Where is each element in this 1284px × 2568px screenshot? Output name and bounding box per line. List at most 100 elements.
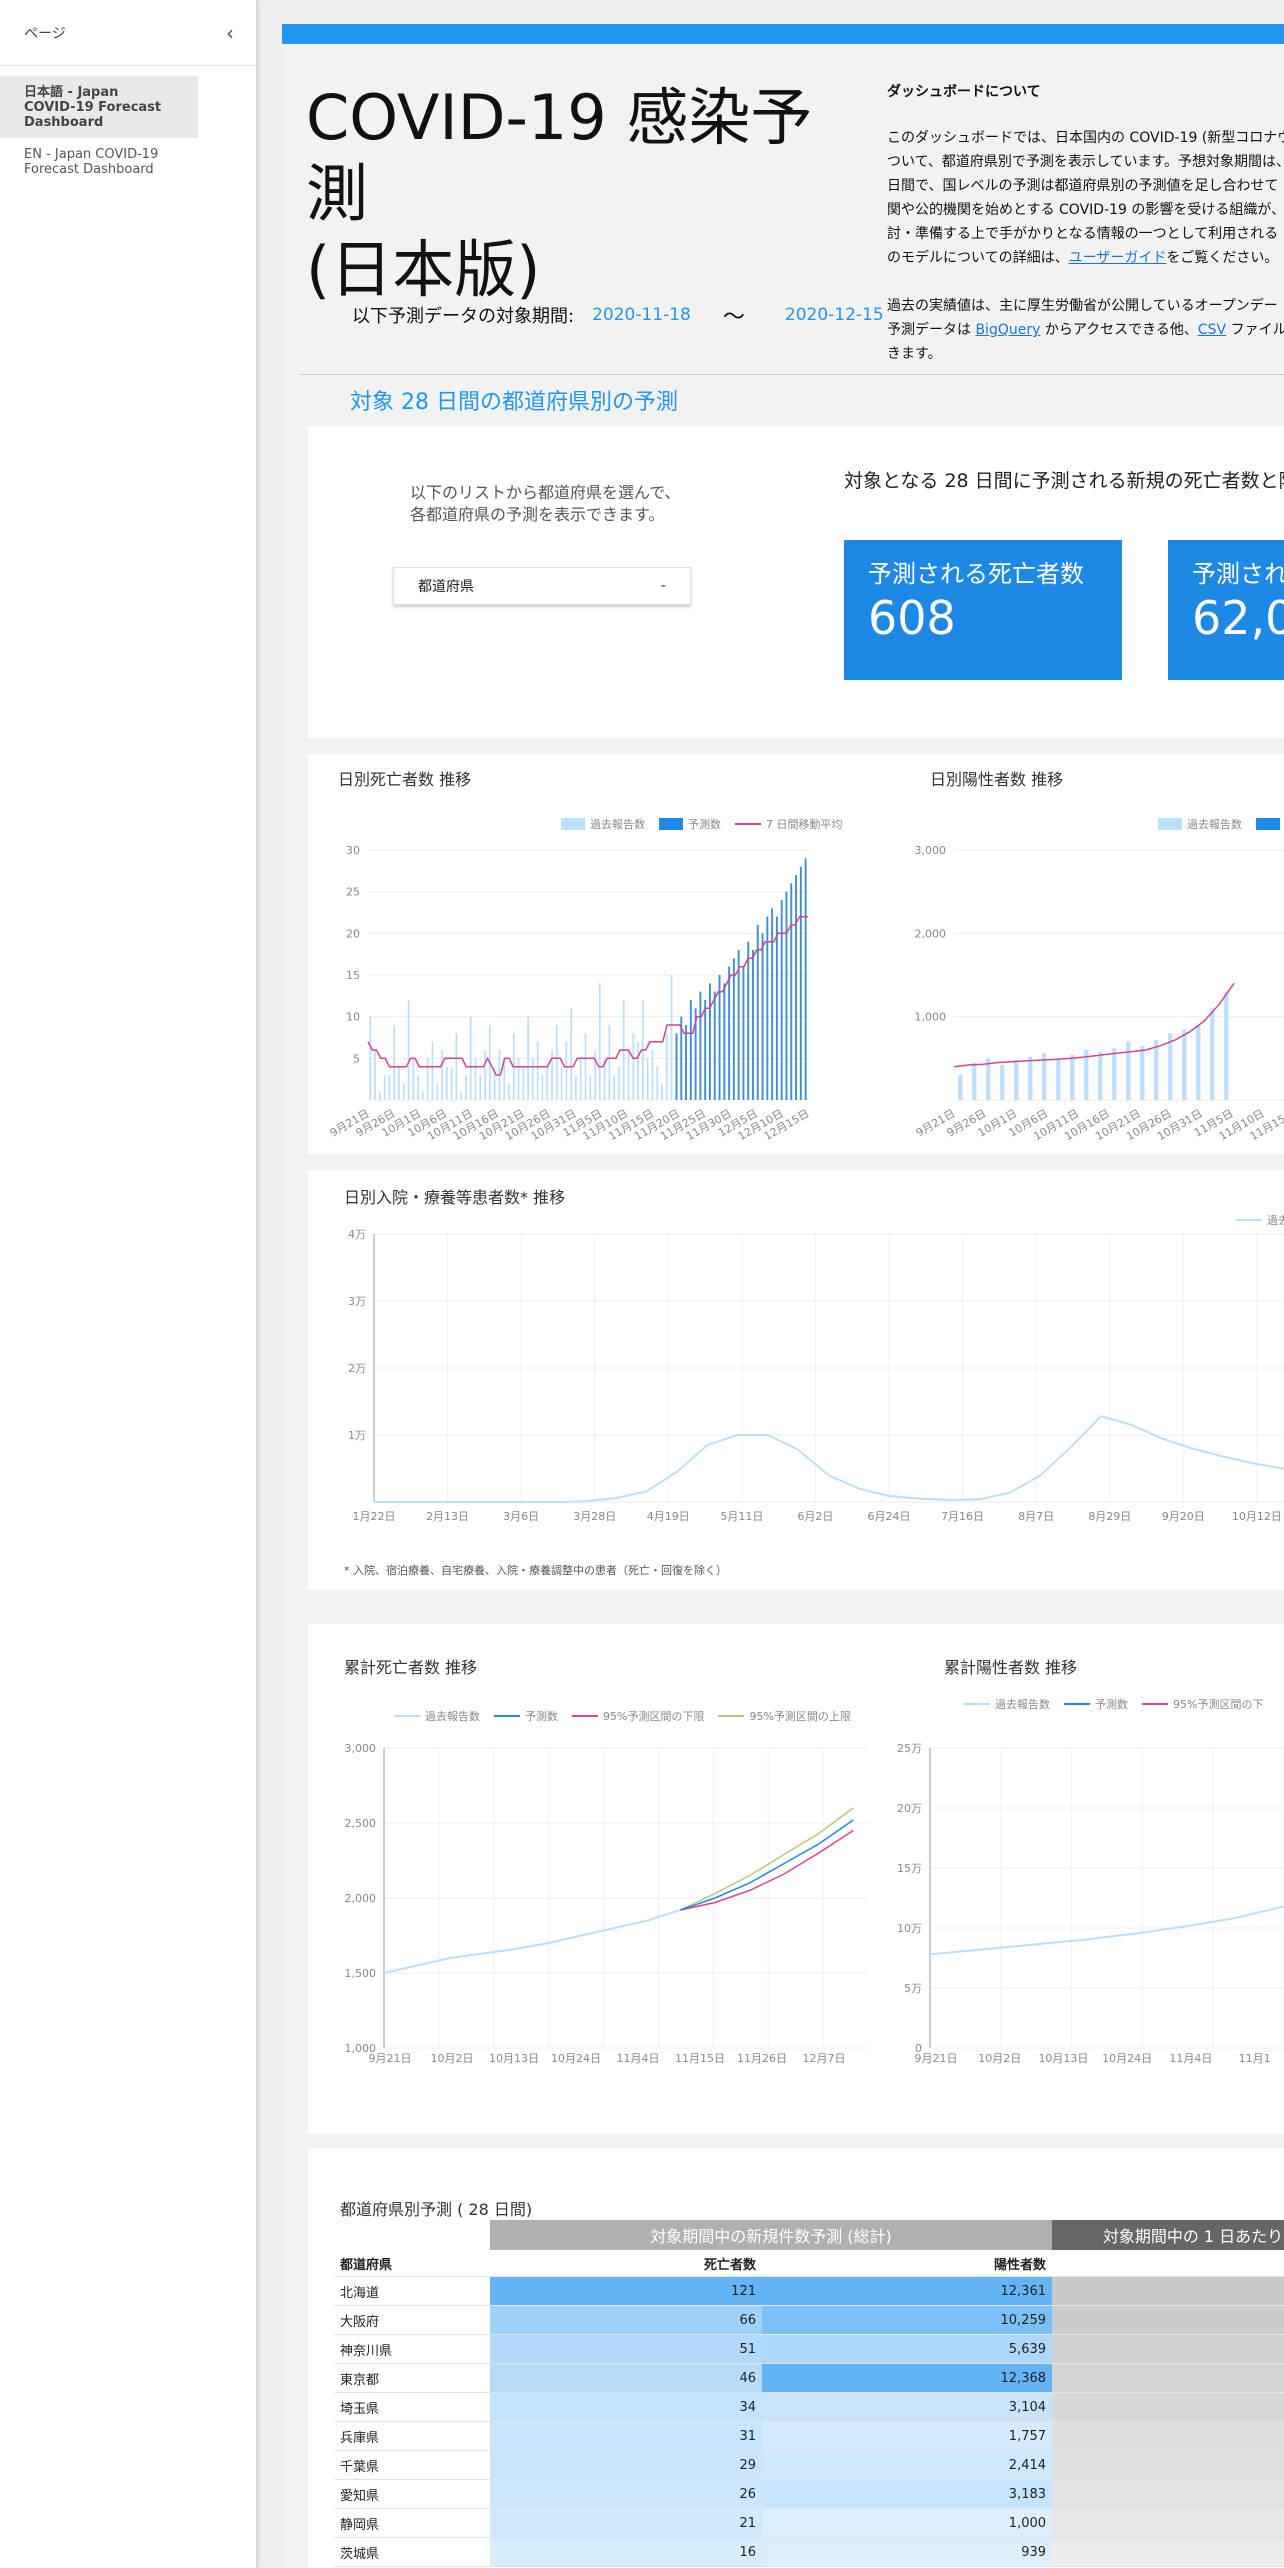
cell-deaths: 26 <box>490 2479 762 2509</box>
bar-forecast <box>685 1025 687 1100</box>
cell-prefecture: 神奈川県 <box>334 2334 490 2364</box>
sidebar-item-japanese[interactable]: 日本語 - Japan COVID-19 Forecast Dashboard <box>0 76 198 138</box>
table-row[interactable]: 愛知県 26 3,183 <box>334 2479 1284 2509</box>
cell-deaths: 66 <box>490 2305 762 2335</box>
bar-history <box>665 1033 668 1100</box>
x-tick-label: 8月29日 <box>1088 1510 1131 1523</box>
legend-item[interactable]: 95%予測区間の上限 <box>718 1708 851 1724</box>
table-row[interactable]: 千葉県 29 2,414 <box>334 2450 1284 2480</box>
bar-forecast <box>799 866 802 1100</box>
legend-swatch <box>561 818 585 830</box>
bar-history <box>613 1075 616 1100</box>
legend-daily-cases[interactable]: 過去報告数 <box>1158 816 1280 832</box>
bar-history <box>575 1075 577 1100</box>
table-row[interactable]: 埼玉県 34 3,104 <box>334 2392 1284 2422</box>
about-line: ついて、都道府県別で予測を表示しています。予想対象期間は、 <box>887 154 1284 170</box>
legend-hospital[interactable]: 過去 <box>1236 1212 1284 1228</box>
legend-cum-cases[interactable]: 過去報告数 予測数 95%予測区間の下 <box>964 1696 1263 1712</box>
y-tick-label: 0 <box>915 2042 922 2055</box>
legend-item[interactable]: 過去報告数 <box>1158 816 1242 832</box>
x-tick-label: 11月15日 <box>675 2052 725 2065</box>
cell-deaths: 29 <box>490 2450 762 2480</box>
sidebar-item-english[interactable]: EN - Japan COVID-19 Forecast Dashboard <box>24 147 159 177</box>
cell-prefecture: 千葉県 <box>334 2450 490 2480</box>
column-header-daily[interactable] <box>1052 2250 1284 2277</box>
cell-daily <box>1052 2276 1284 2306</box>
column-header-deaths[interactable]: 死亡者数 <box>490 2250 762 2277</box>
daily-cases-chart[interactable]: 1,0002,0003,0009月21日9月26日10月1日10月6日10月11… <box>904 834 1284 1154</box>
legend-daily-deaths[interactable]: 過去報告数 予測数 7 日間移動平均 <box>561 816 843 832</box>
cell-daily <box>1052 2450 1284 2480</box>
y-tick-label: 25 <box>346 886 360 899</box>
bar-history <box>1112 1048 1117 1100</box>
legend-item[interactable]: 95%予測区間の下限 <box>572 1708 704 1724</box>
daily-deaths-chart[interactable]: 510152025309月21日9月26日10月1日10月6日10月11日10月… <box>308 834 848 1154</box>
cumulative-cases-chart[interactable]: 0 5万 10万 15万 20万 25万 9月21日 10月2日 10月13日 10月24日 11月… <box>884 1734 1284 2114</box>
column-header-prefecture[interactable]: 都道府県 <box>334 2250 490 2277</box>
bar-history <box>407 1000 410 1100</box>
bar-forecast <box>689 1000 692 1100</box>
table-row[interactable]: 神奈川県 51 5,639 <box>334 2334 1284 2364</box>
x-tick-label: 11月1 <box>1239 2052 1271 2065</box>
cum-deaths-forecast-line <box>680 1819 854 1911</box>
bar-history <box>402 1083 405 1100</box>
about-line: 関や公的機関を始めとする COVID-19 の影響を受ける組織が、 <box>887 202 1284 218</box>
bar-forecast <box>680 1016 683 1100</box>
cell-deaths: 31 <box>490 2421 762 2451</box>
cumulative-deaths-chart[interactable]: 1,000 1,500 2,000 2,500 3,000 9月21日 10月2日 10月13… <box>308 1734 868 2114</box>
bigquery-link[interactable]: BigQuery <box>975 322 1041 338</box>
legend-item[interactable]: 予測数 <box>1064 1696 1128 1712</box>
kpi-deaths-label: 予測される死亡者数 <box>868 560 1084 588</box>
period-end-date[interactable]: 2020-12-15 <box>784 305 884 325</box>
table-row[interactable]: 北海道 121 12,361 <box>334 2276 1284 2306</box>
sidebar-header: ページ ‹ <box>0 0 256 66</box>
legend-item[interactable]: 予測数 <box>659 816 721 832</box>
bar-history <box>393 1025 396 1100</box>
csv-link[interactable]: CSV <box>1197 322 1227 338</box>
about-line: 討・準備する上で手がかりとなる情報の一つとして利用される <box>887 226 1279 242</box>
y-tick-label: 2,500 <box>345 1817 377 1830</box>
legend-item[interactable]: 7 日間移動平均 <box>735 816 843 832</box>
cell-daily <box>1052 2537 1284 2567</box>
bar-history <box>431 1041 434 1100</box>
bar-history <box>584 1033 587 1100</box>
prefecture-dropdown[interactable]: 都道府県 - <box>393 567 691 605</box>
y-tick-label: 3,000 <box>915 844 947 857</box>
column-header-cases[interactable]: 陽性者数 <box>762 2250 1053 2277</box>
legend-label: 過去 <box>1267 1214 1284 1227</box>
cum-deaths-lower-line <box>680 1829 854 1911</box>
bar-forecast <box>795 875 797 1100</box>
legend-swatch <box>1256 818 1280 830</box>
collapse-sidebar-chevron-icon[interactable]: ‹ <box>226 20 234 45</box>
legend-swatch <box>494 1715 520 1717</box>
table-row[interactable]: 大阪府 66 10,259 <box>334 2305 1284 2335</box>
cell-cases: 2,414 <box>762 2450 1053 2480</box>
y-tick-label: 15 <box>346 969 360 982</box>
legend-item[interactable]: 過去報告数 <box>394 1708 480 1724</box>
legend-item[interactable] <box>1256 818 1280 830</box>
table-row[interactable]: 静岡県 21 1,000 <box>334 2508 1284 2538</box>
legend-item[interactable]: 過去 <box>1236 1212 1284 1228</box>
legend-item[interactable]: 過去報告数 <box>561 816 645 832</box>
table-row[interactable]: 茨城県 16 939 <box>334 2537 1284 2567</box>
bar-history <box>1196 1025 1201 1100</box>
bar-history <box>618 1066 620 1100</box>
legend-item[interactable]: 95%予測区間の下 <box>1142 1696 1263 1712</box>
legend-item[interactable]: 予測数 <box>494 1708 558 1724</box>
table-row[interactable]: 兵庫県 31 1,757 <box>334 2421 1284 2451</box>
forecast-period: 以下予測データの対象期間: 2020-11-18 〜 2020-12-15 <box>352 299 884 331</box>
kpi-deaths-value: 608 <box>868 591 956 645</box>
bar-history <box>661 1083 663 1100</box>
bar-history <box>460 1091 462 1100</box>
bar-forecast <box>785 891 788 1100</box>
period-start-date[interactable]: 2020-11-18 <box>592 305 691 325</box>
about-line: 日間で、国レベルの予測は都道府県別の予測値を足し合わせて <box>887 178 1279 194</box>
hospital-chart[interactable]: 1万 2万 3万 4万 1月22日 2月13日 3月6日 3月28日 4月19日 5月11日 6月2… <box>308 1220 1284 1540</box>
x-tick-label: 10月2日 <box>431 2052 474 2065</box>
cell-prefecture: 静岡県 <box>334 2508 490 2538</box>
user-guide-link[interactable]: ユーザーガイド <box>1068 250 1167 266</box>
legend-cum-deaths[interactable]: 過去報告数 予測数 95%予測区間の下限 95%予測区間の上限 <box>394 1708 851 1724</box>
daily-charts-card: 日別死亡者数 推移 過去報告数 予測数 7 日間移動平均 5 10 15 20 25 30… <box>308 754 1284 1154</box>
legend-item[interactable]: 過去報告数 <box>964 1696 1050 1712</box>
table-row[interactable]: 東京都 46 12,368 <box>334 2363 1284 2393</box>
